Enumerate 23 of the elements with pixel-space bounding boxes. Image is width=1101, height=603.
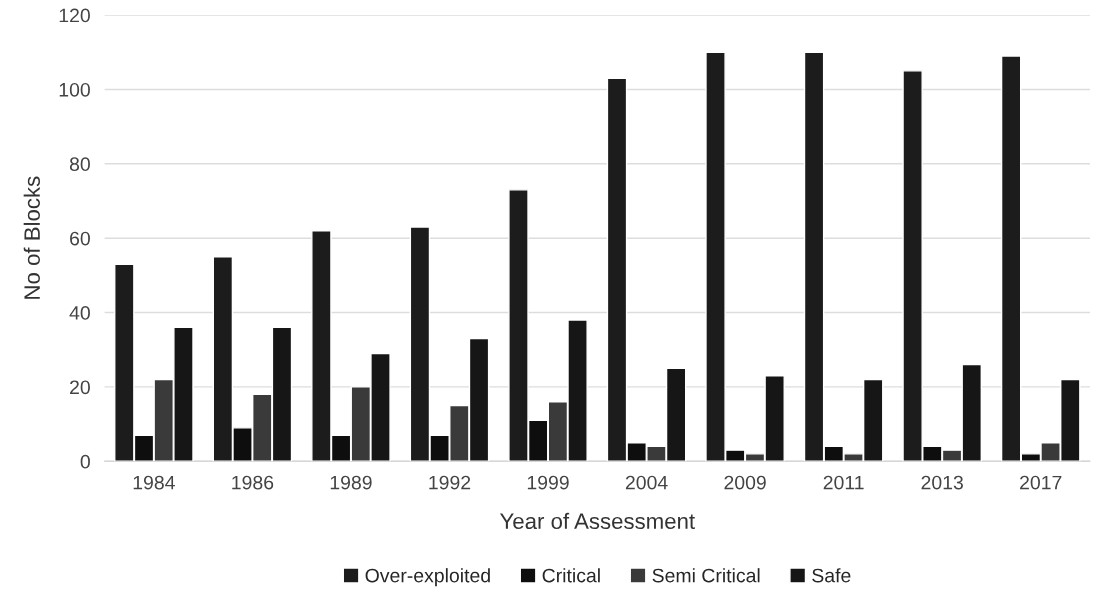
y-tick-label: 100 [59, 82, 90, 97]
x-tick-label: 2009 [724, 475, 766, 490]
y-tick-label: 40 [69, 306, 90, 320]
x-tick-label: 1989 [330, 475, 372, 490]
legend-label: Safe [812, 568, 851, 583]
legend-label: Semi Critical [652, 568, 760, 583]
y-tick-label: 0 [80, 454, 90, 469]
y-tick-label: 80 [69, 157, 90, 172]
y-tick-label: 20 [70, 380, 90, 395]
x-tick-label: 1984 [133, 475, 175, 490]
x-tick-label: 1999 [527, 475, 569, 490]
legend-label: Over-exploited [365, 568, 490, 587]
y-axis-title: No of Blocks [23, 176, 40, 299]
x-tick-label: 2004 [625, 475, 668, 490]
legend-label: Critical [542, 568, 600, 583]
y-tick-label: 120 [59, 8, 90, 23]
x-tick-label: 1986 [232, 475, 274, 490]
x-tick-label: 2011 [823, 475, 864, 490]
x-axis-title: Year of Assessment [499, 512, 695, 530]
y-tick-label: 60 [70, 231, 90, 246]
x-tick-label: 2017 [1020, 475, 1062, 490]
x-tick-label: 2013 [921, 475, 963, 490]
x-tick-label: 1992 [429, 475, 471, 490]
